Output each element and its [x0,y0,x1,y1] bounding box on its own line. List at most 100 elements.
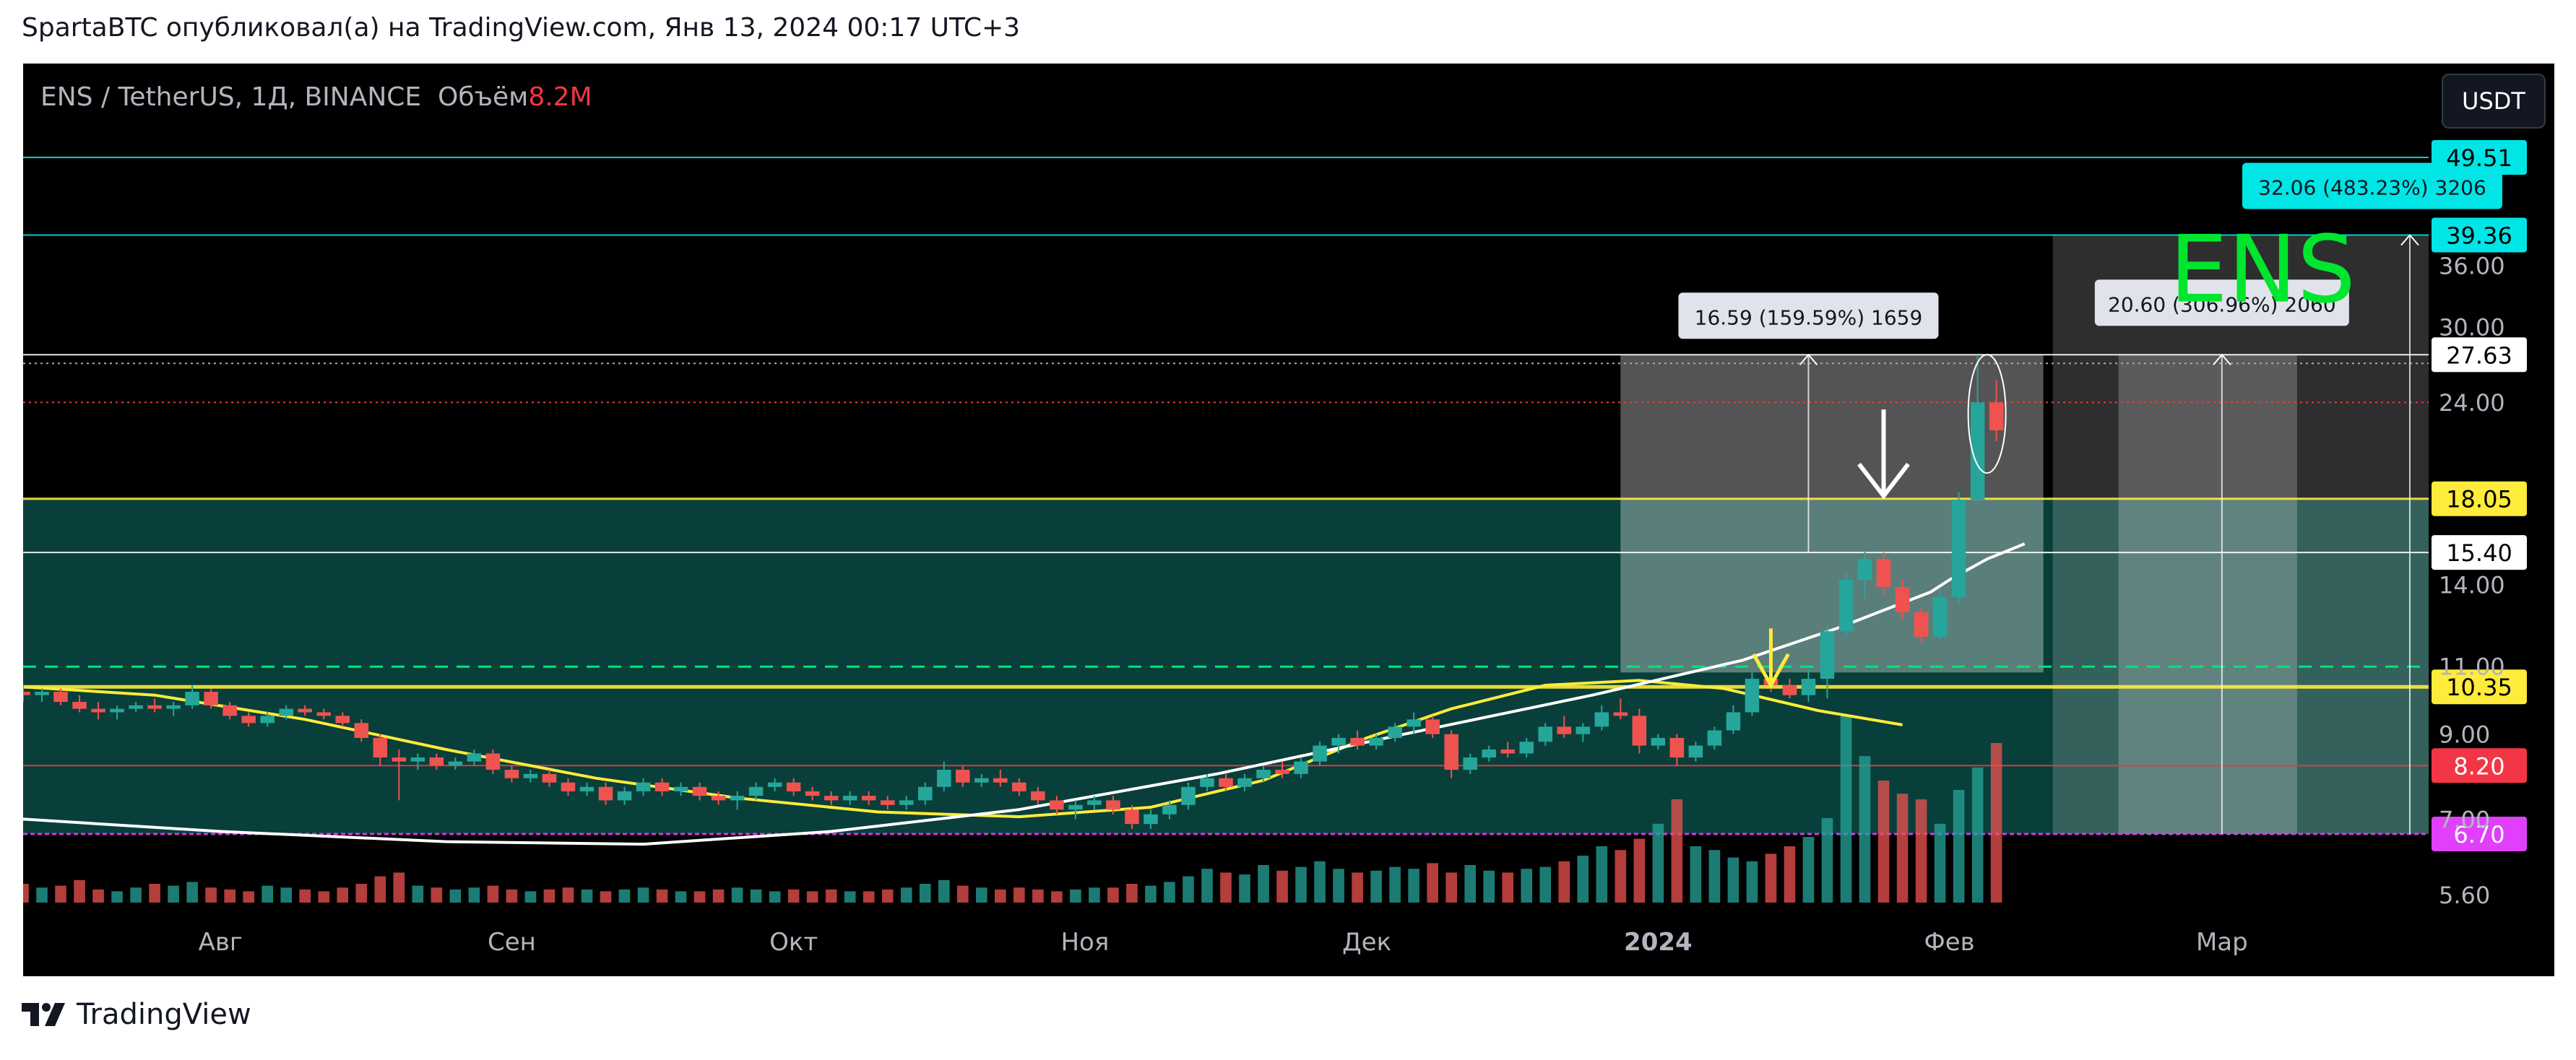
x-tick-label: Авг [199,928,243,957]
candle-body [1350,737,1365,746]
measure-box-2 [2052,235,2429,834]
volume-bar [1089,887,1100,903]
volume-bar [1521,869,1533,903]
moving-average-line-2 [23,542,2026,846]
candle-body [72,702,87,709]
price-marker-label: 8.20 [2453,752,2504,780]
volume-bar [693,891,706,903]
y-tick-label: 7.00 [2439,806,2490,833]
candle-body [1576,726,1591,734]
candle-body [636,782,651,791]
volume-bar [1671,799,1683,903]
volume-bar [280,887,293,903]
candle-body [861,796,876,801]
volume-bar [1784,846,1796,903]
candle-body [485,753,501,770]
candle-body [1745,679,1760,713]
price-marker-label: 49.51 [2446,144,2512,172]
candle-body [1294,761,1308,774]
volume-bar [1389,866,1401,903]
candle-body [786,782,801,791]
measure-label-text: 20.60 (306.96%) 2060 [2108,292,2336,316]
volume-bar [844,891,856,903]
candle-body [204,692,218,705]
volume-bar [975,887,987,903]
candle-body [1463,757,1477,770]
candle-body [654,782,670,791]
candle-body [260,716,275,724]
volume-bar [1370,870,1382,903]
volume-bar [1051,891,1063,903]
candle-body [767,782,782,787]
currency-button[interactable]: USDT [2442,74,2546,129]
volume-bar [412,885,424,903]
candle-body [1932,596,1948,637]
candle-body [504,770,519,778]
volume-bar [1859,756,1871,903]
candle-body [1857,559,1872,581]
volume-bar [449,889,462,903]
candle-body [1125,809,1139,825]
measure-arrowhead [2213,353,2231,365]
highlight-ellipse [1967,354,2007,474]
candle-body [1820,631,1835,679]
candle-body [1801,679,1816,695]
volume-bar [1690,846,1702,903]
candle-body [1726,712,1741,731]
volume-bar [111,891,123,903]
volume-bar [769,891,781,903]
volume-bar [23,884,29,903]
candle-body [335,716,350,724]
volume-bar [186,882,198,903]
candle-body [598,786,613,801]
candle-body [1012,782,1026,791]
volume-bar [1577,856,1589,903]
volume-bar [1333,869,1344,903]
volume-bar [1802,837,1815,903]
volume-bar [262,885,274,903]
volume-bar [825,889,837,903]
candle-body [1031,791,1045,801]
x-tick-label: Мар [2196,928,2248,957]
candle-body [1707,730,1722,746]
candle-body [1613,712,1628,716]
candle-body [1144,814,1158,825]
candle-body [1050,800,1064,810]
measure-label-text: 32.06 (483.23%) 3206 [2258,175,2486,199]
y-tick-label: 24.00 [2439,389,2505,417]
volume-bar [1502,872,1514,903]
candle-body [1068,804,1083,810]
candle-body [373,737,388,758]
volume-bar [1145,885,1157,903]
volume-bar [374,876,386,903]
volume-bar [543,889,556,903]
candle-body [1951,500,1966,597]
measure-label-bg [1678,292,1939,339]
volume-bar [74,879,85,903]
candle-body [185,692,199,705]
price-marker-bg [2432,748,2527,783]
chart-area[interactable]: 16.59 (159.59%) 1659 20.60 (306.96%) 2060… [23,64,2554,976]
volume-bar [318,891,330,903]
candle-body [1219,778,1233,787]
volume-bar [1483,870,1495,903]
volume-bar [1126,884,1138,903]
volume-bar [1445,872,1457,903]
volume-bar [562,887,574,903]
volume-bar [168,885,179,903]
x-tick-label: Дек [1342,928,1391,957]
down-arrow-icon [1857,409,1910,500]
candlestick-chart[interactable]: 16.59 (159.59%) 1659 20.60 (306.96%) 2060… [23,64,2554,976]
volume-bar [1821,818,1833,903]
candle-body [692,786,707,796]
volume-bar [1314,861,1326,903]
volume-bar [1746,861,1758,903]
candle-body [1275,770,1289,774]
volume-bar [656,889,668,903]
yellow-arrow-icon [1752,628,1790,690]
tradingview-logo[interactable]: TradingView [22,998,251,1031]
candle-body [1838,580,1854,632]
x-tick-label: 2024 [1624,928,1693,957]
volume-label: Объём [438,82,529,112]
volume-bar [1539,866,1552,903]
